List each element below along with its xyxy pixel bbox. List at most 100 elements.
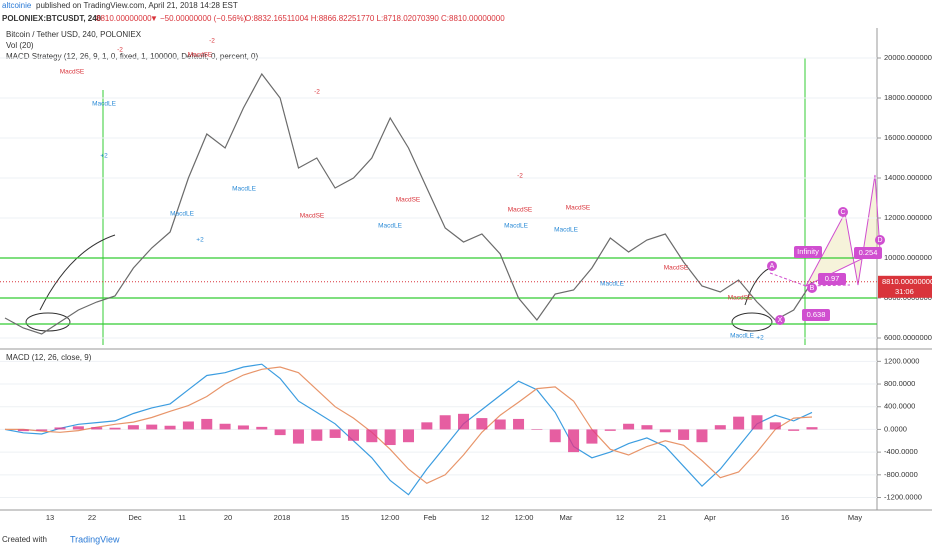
pattern-point (807, 283, 817, 293)
histogram-bar (256, 426, 268, 430)
x-tick-label: 12:00 (515, 513, 534, 522)
header-ohlc: O:8832.16511004 H:8866.82251770 L:8718.0… (245, 14, 505, 23)
y-tick-label: 10000.00000000 (884, 253, 932, 262)
pattern-point (767, 261, 777, 271)
header-down-arrow: ▼ (150, 14, 158, 23)
strategy-label: +2 (756, 335, 764, 342)
histogram-bar (109, 427, 121, 430)
pattern-point (838, 207, 848, 217)
strategy-label: -2 (517, 173, 523, 180)
strategy-label: MacdLE (600, 281, 625, 288)
pattern-ratio-box (794, 246, 822, 258)
x-tick-label: May (848, 513, 862, 522)
pane-title: MACD (12, 26, close, 9) (6, 353, 92, 362)
last-price-label: 8810.00000000 (882, 277, 932, 286)
y-tick-label: 14000.00000000 (884, 173, 932, 182)
histogram-bar (788, 429, 800, 431)
histogram-bar (494, 419, 506, 430)
pattern-point (775, 315, 785, 325)
histogram-bar (604, 429, 616, 431)
price-line (5, 366, 813, 484)
histogram-bar (733, 416, 745, 430)
strategy-label: MacdSE (396, 197, 421, 204)
header-published: published on TradingView.com, April 21, … (36, 1, 238, 10)
harmonic-pattern-dash (769, 272, 851, 287)
price-line (4, 72, 813, 335)
header-change: −50.00000000 (−0.56%) (160, 14, 247, 23)
y-tick-label: 400.0000 (884, 402, 915, 411)
x-tick-label: 20 (224, 513, 232, 522)
pattern-ratio: 0.97 (825, 274, 840, 283)
x-tick-label: 11 (178, 513, 186, 522)
y-tick-label: 16000.00000000 (884, 133, 932, 142)
strategy-label: MacdSE (300, 213, 325, 220)
histogram-bar (146, 424, 158, 430)
price-line (4, 363, 813, 496)
pattern-point-label: C (840, 209, 845, 216)
x-tick-label: 12 (616, 513, 624, 522)
footer-brand[interactable]: TradingView (70, 534, 120, 544)
histogram-bar (678, 429, 690, 440)
histogram-bar (439, 415, 451, 430)
y-tick-label: 800.0000 (884, 379, 915, 388)
histogram-bar (806, 427, 818, 430)
histogram-bar (623, 423, 635, 430)
pattern-point-label: A (770, 263, 775, 270)
header-price: 8810.00000000 (96, 14, 152, 23)
legend-volume: Vol (20) (6, 41, 34, 50)
histogram-bar (219, 423, 231, 430)
pattern-point-label: B (810, 285, 815, 292)
strategy-label: +2 (100, 153, 108, 160)
y-tick-label: 1200.0000 (884, 356, 919, 365)
histogram-bar (714, 425, 726, 430)
pattern-point (875, 235, 885, 245)
strategy-label: -2 (117, 47, 123, 54)
y-tick-label: 6000.00000000 (884, 333, 932, 342)
pattern-ratio-box (854, 247, 882, 259)
strategy-label: MacdLE (554, 227, 579, 234)
histogram-bar (769, 422, 781, 430)
histogram-bar (36, 429, 48, 431)
legend-instrument: Bitcoin / Tether USD, 240, POLONIEX (6, 30, 142, 39)
histogram-bar (366, 429, 378, 443)
x-tick-label: Mar (560, 513, 573, 522)
x-tick-label: 13 (46, 513, 54, 522)
y-tick-label: 18000.00000000 (884, 93, 932, 102)
header-symbol: POLONIEX:BTCUSDT, 240 (2, 14, 102, 23)
histogram-bar (696, 429, 708, 443)
x-tick-label: 12 (481, 513, 489, 522)
pattern-ratio-box (802, 309, 830, 321)
pattern-ratio: 0.638 (807, 310, 826, 319)
x-tick-label: 22 (88, 513, 96, 522)
x-tick-label: 2018 (274, 513, 291, 522)
histogram-bar (513, 418, 525, 430)
arrow-annotation (744, 267, 771, 306)
histogram-bar (127, 425, 139, 430)
histogram-bar (72, 426, 84, 430)
histogram-bar (292, 429, 304, 444)
strategy-label: -2 (209, 38, 215, 45)
strategy-label: MacdLE (232, 186, 257, 193)
x-tick-label: 12:00 (381, 513, 400, 522)
histogram-bar (17, 429, 29, 432)
histogram-bar (549, 429, 561, 443)
pattern-ratio-box (818, 273, 846, 285)
histogram-bar (182, 421, 194, 430)
strategy-label: MacdLE (504, 223, 529, 230)
histogram-bar (402, 429, 415, 443)
header-author[interactable]: altcoinie (2, 1, 32, 10)
histogram-bar (641, 425, 653, 430)
histogram-bar (458, 413, 470, 430)
strategy-label: MacdSE (508, 207, 533, 214)
y-tick-label: 12000.00000000 (884, 213, 932, 222)
histogram-bar (347, 429, 359, 441)
legend-strategy: MACD Strategy (12, 26, 9, 1, 0, fixed, 1… (6, 52, 258, 61)
strategy-label: MacdSE (728, 295, 753, 302)
countdown: 31:06 (895, 287, 914, 296)
histogram-bar (274, 429, 286, 436)
strategy-label: MacdSE (60, 69, 85, 76)
strategy-label: MacdLE (378, 223, 403, 230)
strategy-label: MacdLE (92, 101, 117, 108)
histogram-bar (568, 429, 580, 453)
